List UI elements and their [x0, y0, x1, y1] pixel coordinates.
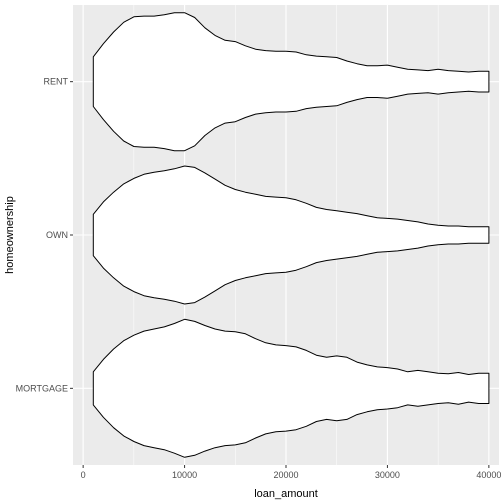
x-tick-label: 10000 [172, 470, 197, 480]
x-tick-label: 30000 [375, 470, 400, 480]
x-tick-label: 20000 [273, 470, 298, 480]
y-axis-title: homeownership [4, 196, 16, 274]
violin-mortgage [92, 318, 490, 458]
violin-rent [92, 12, 490, 152]
y-tick-label: RENT [44, 77, 69, 87]
violins [92, 12, 490, 458]
y-tick-label: OWN [46, 230, 68, 240]
x-axis-title: loan_amount [254, 488, 318, 500]
y-axis-ticks: RENT OWN MORTGAGE [16, 77, 73, 393]
x-tick-label: 0 [81, 470, 86, 480]
x-tick-label: 40000 [476, 470, 501, 480]
y-tick-label: MORTGAGE [16, 383, 68, 393]
violin-own [92, 165, 490, 305]
x-axis-ticks: 0 10000 20000 30000 40000 [81, 465, 501, 480]
